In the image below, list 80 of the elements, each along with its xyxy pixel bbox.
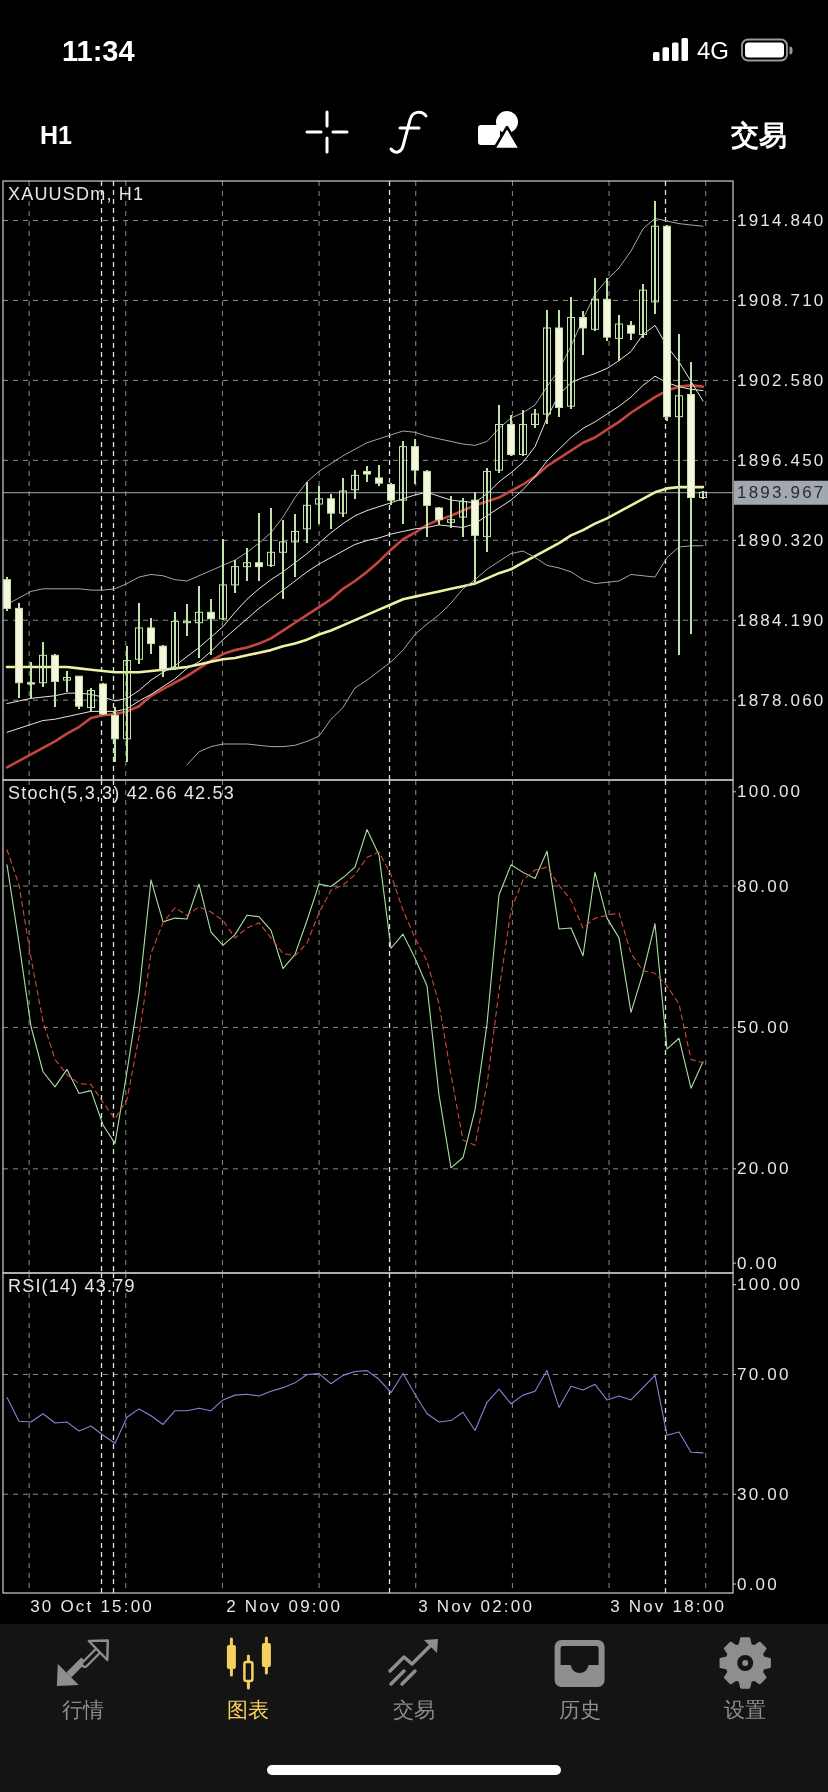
chart-title: Stoch(5,3,3) 42.66 42.53 — [8, 783, 235, 803]
ref-line-label: 1893.967 — [737, 483, 826, 503]
candlestick — [123, 645, 131, 764]
chart-title: XAUUSDm, H1 — [8, 184, 145, 204]
y-tick-label: 0.00 — [737, 1574, 779, 1594]
text: 交易 — [730, 119, 787, 152]
chart-title: RSI(14) 43.79 — [8, 1276, 136, 1296]
candlestick — [543, 308, 551, 426]
candlestick — [639, 282, 647, 340]
text: H1 — [40, 121, 73, 149]
y-tick-label: 1890.320 — [737, 530, 826, 550]
y-tick-label: 1914.840 — [737, 211, 826, 231]
candlestick — [615, 313, 623, 362]
candlestick — [231, 559, 239, 594]
candlestick — [207, 598, 215, 657]
y-tick-label: 50.00 — [737, 1017, 791, 1037]
x-tick-label: 30 Oct 15:00 — [30, 1596, 154, 1616]
candlestick — [483, 466, 491, 554]
y-tick-label: 1908.710 — [737, 290, 826, 310]
candlestick — [399, 440, 407, 525]
candlestick — [351, 469, 359, 500]
y-tick-label: 70.00 — [737, 1364, 791, 1384]
candlestick — [579, 310, 587, 357]
candlestick — [327, 492, 335, 530]
candlestick — [567, 295, 575, 410]
candlestick — [315, 484, 323, 525]
line-series — [6, 1370, 704, 1454]
text: 图表 — [227, 1698, 270, 1722]
y-tick-label: 20.00 — [737, 1159, 791, 1179]
candlestick — [339, 476, 347, 519]
candlestick — [675, 333, 683, 657]
y-tick-label: 100.00 — [737, 1275, 803, 1295]
candlestick — [111, 706, 119, 764]
candlestick — [219, 538, 227, 622]
x-tick-label: 3 Nov 02:00 — [418, 1596, 535, 1616]
candlestick — [135, 602, 143, 666]
text: 设置 — [724, 1698, 767, 1722]
candlestick — [387, 482, 395, 507]
candlestick — [87, 686, 95, 713]
y-tick-label: 100.00 — [737, 782, 803, 802]
text: 历史 — [558, 1698, 601, 1722]
line-series — [5, 485, 705, 674]
text: 11:34 — [62, 35, 135, 67]
y-tick-label: 80.00 — [737, 876, 791, 896]
candlestick — [279, 518, 287, 601]
candlestick — [519, 409, 527, 457]
candlestick — [411, 437, 419, 486]
candlestick — [459, 496, 467, 538]
candlestick — [495, 403, 503, 474]
candlestick — [375, 463, 383, 487]
candlestick — [291, 513, 299, 579]
text: 交易 — [393, 1698, 435, 1722]
candlestick — [195, 585, 203, 659]
y-tick-label: 1884.190 — [737, 610, 826, 630]
y-tick-label: 0.00 — [737, 1253, 779, 1273]
candlestick — [303, 480, 311, 545]
candlestick — [159, 643, 167, 679]
candlestick — [267, 506, 275, 568]
candlestick — [243, 547, 251, 582]
candlestick — [531, 407, 539, 430]
candlestick — [591, 277, 599, 332]
candlestick — [147, 616, 155, 656]
candlestick — [183, 603, 191, 637]
x-tick-label: 3 Nov 18:00 — [610, 1596, 727, 1616]
candlestick — [627, 320, 635, 341]
candlestick — [255, 512, 263, 582]
candlestick — [39, 641, 47, 688]
candlestick — [171, 611, 179, 671]
y-tick-label: 30.00 — [737, 1484, 791, 1504]
candlestick — [27, 660, 35, 700]
text: 4G — [697, 37, 730, 64]
text: 行情 — [61, 1698, 104, 1722]
y-tick-label: 1902.580 — [737, 370, 826, 390]
line-series — [186, 545, 704, 766]
x-tick-label: 2 Nov 09:00 — [226, 1596, 343, 1616]
candlestick — [63, 669, 71, 693]
candlestick — [651, 200, 659, 315]
candlestick — [447, 495, 455, 529]
y-tick-label: 1896.450 — [737, 450, 826, 470]
y-tick-label: 1878.060 — [737, 690, 826, 710]
